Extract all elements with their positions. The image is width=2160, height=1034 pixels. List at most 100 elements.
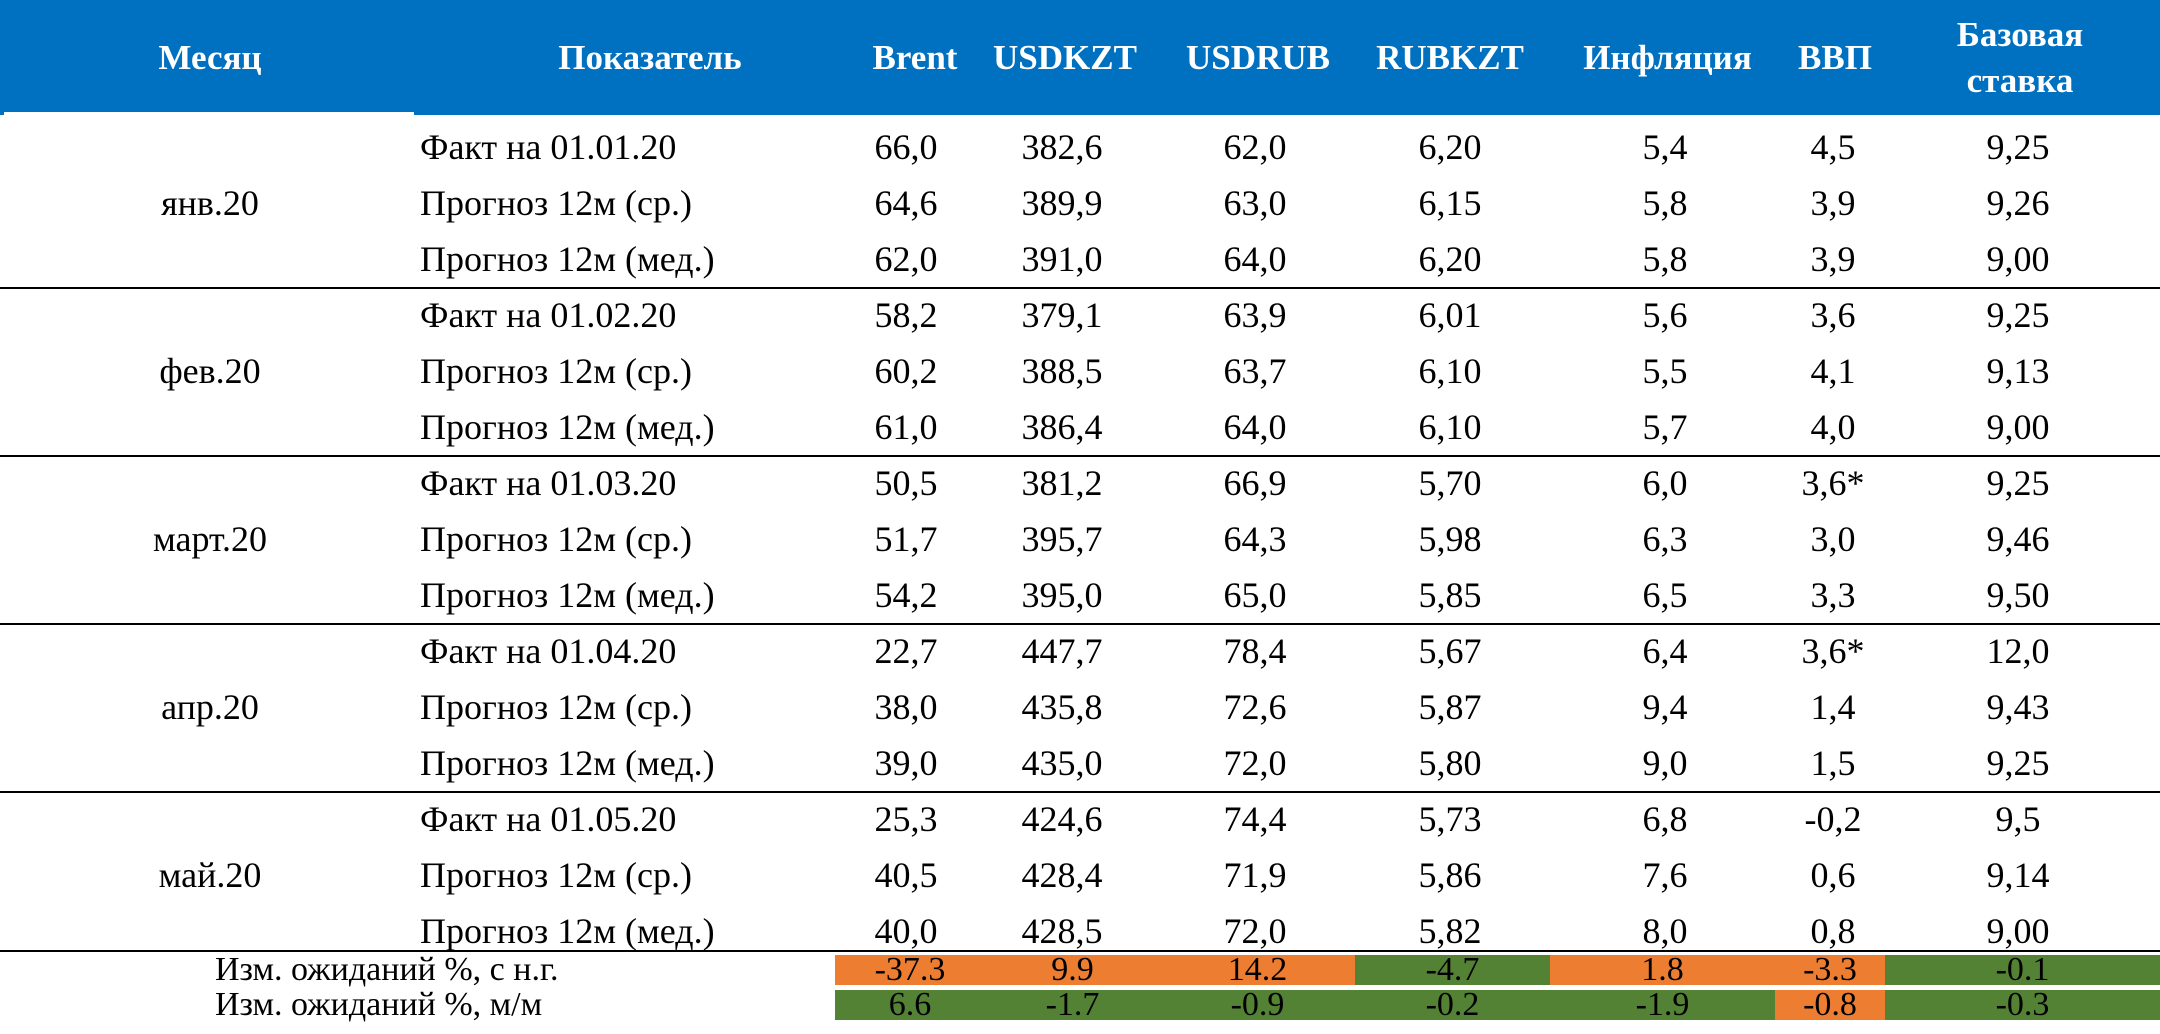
summary-brent: 6.6 (835, 990, 985, 1020)
value-base-rate: 9,5 (1995, 799, 2041, 839)
value-gdp: 3,9 (1810, 183, 1856, 223)
value-usdrub: 72,6 (1223, 687, 1287, 727)
value-inflation: 5,8 (1642, 239, 1688, 279)
value-usdkzt: 395,0 (1021, 575, 1103, 615)
month-label: апр.20 (161, 687, 259, 727)
value-usdrub: 74,4 (1223, 799, 1287, 839)
value-usdrub: 72,0 (1223, 743, 1287, 783)
group-separator (0, 791, 2160, 793)
month-label: март.20 (152, 519, 268, 559)
value-inflation: 6,3 (1642, 519, 1688, 559)
value-usdrub: 64,0 (1223, 407, 1287, 447)
row-indicator-label: Прогноз 12м (ср.) (420, 351, 692, 391)
summary-usdrub: -0.9 (1160, 990, 1355, 1020)
row-indicator-label: Факт на 01.03.20 (420, 463, 677, 503)
value-rubkzt: 5,80 (1418, 743, 1482, 783)
value-base-rate: 9,25 (1986, 127, 2050, 167)
month-label: фев.20 (159, 351, 261, 391)
summary-usdkzt: 9.9 (985, 955, 1160, 985)
value-inflation: 5,5 (1642, 351, 1688, 391)
value-brent: 38,0 (874, 687, 938, 727)
header-base-rate: Базовая ставка (1880, 0, 2160, 115)
value-brent: 40,5 (874, 855, 938, 895)
value-usdrub: 63,0 (1223, 183, 1287, 223)
value-base-rate: 9,26 (1986, 183, 2050, 223)
value-brent: 62,0 (874, 239, 938, 279)
value-base-rate: 9,25 (1986, 463, 2050, 503)
row-indicator-label: Факт на 01.05.20 (420, 799, 677, 839)
value-inflation: 5,6 (1642, 295, 1688, 335)
value-rubkzt: 6,15 (1418, 183, 1482, 223)
row-indicator-label: Факт на 01.02.20 (420, 295, 677, 335)
value-gdp: -0,2 (1804, 799, 1862, 839)
value-rubkzt: 6,20 (1418, 239, 1482, 279)
value-gdp: 3,3 (1810, 575, 1856, 615)
value-usdkzt: 424,6 (1021, 799, 1103, 839)
header-usdkzt: USDKZT (993, 37, 1137, 77)
value-gdp: 4,5 (1810, 127, 1856, 167)
row-indicator-label: Факт на 01.01.20 (420, 127, 677, 167)
value-inflation: 6,4 (1642, 631, 1688, 671)
row-indicator-label: Прогноз 12м (ср.) (420, 687, 692, 727)
summary-gdp: -0.8 (1775, 990, 1885, 1020)
row-indicator-label: Прогноз 12м (мед.) (420, 743, 715, 783)
value-usdrub: 66,9 (1223, 463, 1287, 503)
row-indicator-label: Прогноз 12м (ср.) (420, 183, 692, 223)
value-gdp: 3,0 (1810, 519, 1856, 559)
row-indicator-label: Прогноз 12м (мед.) (420, 407, 715, 447)
value-usdkzt: 379,1 (1021, 295, 1103, 335)
value-rubkzt: 5,85 (1418, 575, 1482, 615)
value-usdrub: 78,4 (1223, 631, 1287, 671)
value-gdp: 1,5 (1810, 743, 1856, 783)
summary-brent: -37.3 (835, 955, 985, 985)
header-month: Месяц (158, 37, 262, 77)
summary-base-rate: -0.3 (1885, 990, 2160, 1020)
value-usdkzt: 386,4 (1021, 407, 1103, 447)
value-gdp: 3,6 (1810, 295, 1856, 335)
value-brent: 22,7 (874, 631, 938, 671)
value-gdp: 0,8 (1810, 911, 1856, 951)
header-gdp: ВВП (1798, 37, 1872, 77)
value-brent: 60,2 (874, 351, 938, 391)
value-base-rate: 9,25 (1986, 743, 2050, 783)
value-usdrub: 65,0 (1223, 575, 1287, 615)
group-separator (0, 623, 2160, 625)
value-rubkzt: 5,98 (1418, 519, 1482, 559)
value-usdrub: 62,0 (1223, 127, 1287, 167)
value-inflation: 5,7 (1642, 407, 1688, 447)
value-gdp: 3,6* (1801, 631, 1865, 671)
value-base-rate: 12,0 (1986, 631, 2050, 671)
value-base-rate: 9,46 (1986, 519, 2050, 559)
header-brent: Brent (872, 37, 958, 77)
month-label: май.20 (158, 855, 262, 895)
header-indicator: Показатель (558, 37, 742, 77)
value-brent: 64,6 (874, 183, 938, 223)
value-brent: 25,3 (874, 799, 938, 839)
value-usdrub: 63,9 (1223, 295, 1287, 335)
value-gdp: 3,6* (1801, 463, 1865, 503)
value-rubkzt: 6,10 (1418, 407, 1482, 447)
value-usdkzt: 389,9 (1021, 183, 1103, 223)
value-rubkzt: 5,73 (1418, 799, 1482, 839)
value-usdkzt: 428,4 (1021, 855, 1103, 895)
summary-inflation: 1.8 (1550, 955, 1775, 985)
value-brent: 61,0 (874, 407, 938, 447)
value-inflation: 6,8 (1642, 799, 1688, 839)
value-base-rate: 9,25 (1986, 295, 2050, 335)
value-base-rate: 9,00 (1986, 407, 2050, 447)
value-brent: 50,5 (874, 463, 938, 503)
value-usdkzt: 391,0 (1021, 239, 1103, 279)
summary-label: Изм. ожиданий %, с н.г. (215, 951, 559, 988)
value-brent: 58,2 (874, 295, 938, 335)
value-gdp: 1,4 (1810, 687, 1856, 727)
value-brent: 66,0 (874, 127, 938, 167)
header-inflation: Инфляция (1583, 37, 1752, 77)
value-rubkzt: 6,10 (1418, 351, 1482, 391)
value-inflation: 5,4 (1642, 127, 1688, 167)
value-inflation: 9,0 (1642, 743, 1688, 783)
summary-rubkzt: -4.7 (1355, 955, 1550, 985)
header-usdrub: USDRUB (1186, 37, 1330, 77)
value-base-rate: 9,00 (1986, 239, 2050, 279)
value-usdkzt: 428,5 (1021, 911, 1103, 951)
header-base-rate-line1: Базовая (1956, 14, 2084, 54)
